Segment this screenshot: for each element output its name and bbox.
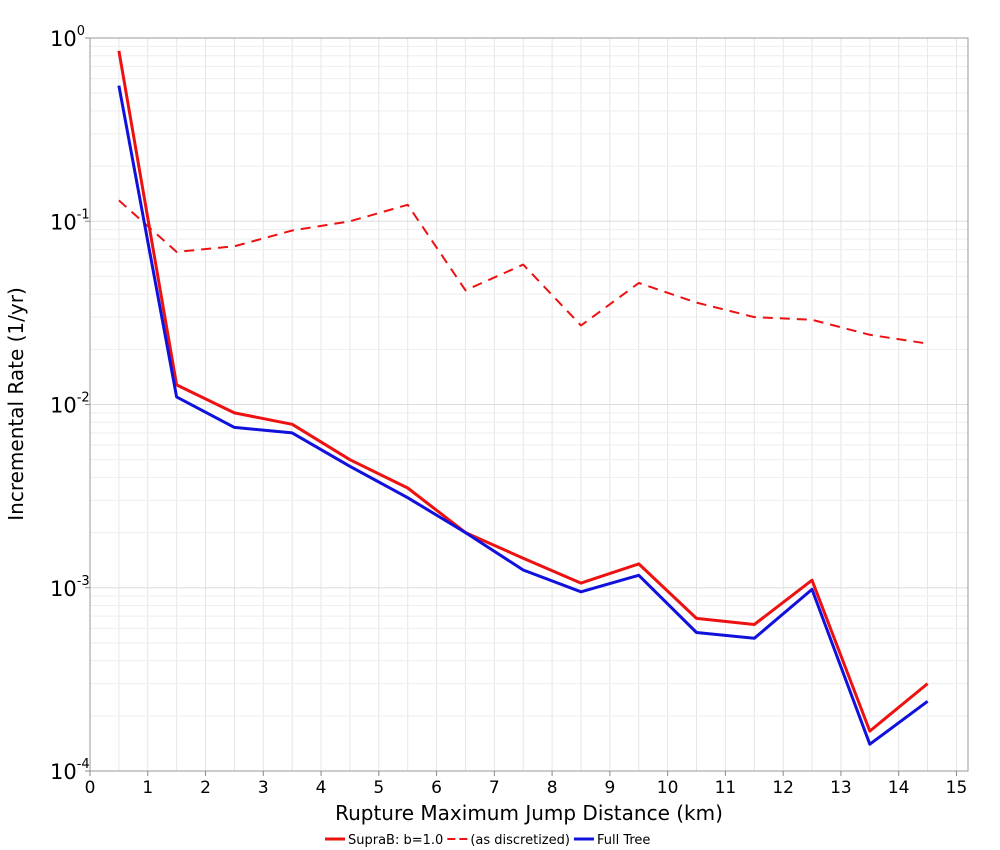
legend: SupraB: b=1.0 (as discretized) Full Tree: [325, 833, 650, 848]
series-line-2: [118, 199, 928, 345]
series-line-1: [117, 50, 929, 733]
x-tick-label: 9: [604, 778, 615, 798]
x-tick-label: 4: [316, 778, 327, 798]
x-tick-label: 10: [657, 778, 679, 798]
x-tick-label: 2: [200, 778, 211, 798]
grid: [89, 38, 968, 772]
x-tick-label: 1: [142, 778, 153, 798]
y-axis: 100 10-1 10-2 10-3 10-4: [50, 24, 90, 784]
y-tick-label: 10-3: [50, 574, 90, 601]
legend-label-2: (as discretized): [470, 833, 570, 848]
x-axis: 0 1 2 3 4 5 6 7 8 9 10 11 12 13 14 15: [85, 771, 968, 798]
x-tick-label: 8: [547, 778, 558, 798]
x-tick-label: 14: [888, 778, 910, 798]
x-tick-label: 11: [715, 778, 737, 798]
x-tick-label: 3: [258, 778, 269, 798]
x-tick-label: 15: [946, 778, 968, 798]
y-tick-label: 10-4: [50, 757, 90, 784]
x-tick-label: 5: [373, 778, 384, 798]
x-tick-label: 0: [85, 778, 96, 798]
series-line-3: [117, 85, 929, 746]
x-tick-label: 6: [431, 778, 442, 798]
x-axis-title: Rupture Maximum Jump Distance (km): [335, 801, 723, 825]
y-tick-label: 100: [50, 24, 85, 51]
legend-label-3: Full Tree: [597, 833, 650, 848]
x-tick-label: 12: [772, 778, 794, 798]
x-tick-label: 7: [489, 778, 500, 798]
y-tick-label: 10-1: [50, 207, 90, 234]
x-tick-label: 13: [830, 778, 852, 798]
series-layer: [117, 50, 929, 746]
y-axis-title: Incremental Rate (1/yr): [4, 287, 28, 520]
legend-label-1: SupraB: b=1.0: [348, 833, 443, 848]
y-tick-label: 10-2: [50, 391, 90, 418]
